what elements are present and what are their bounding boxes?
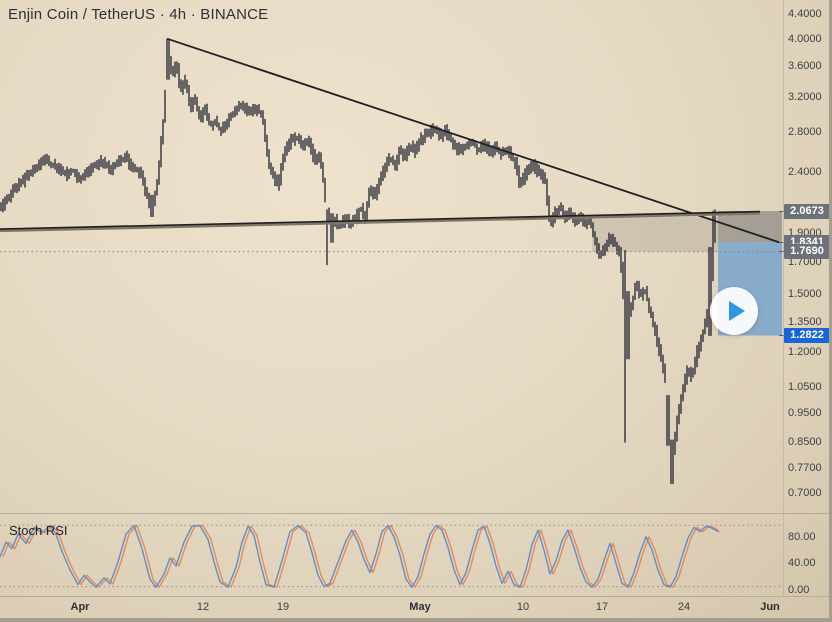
replay-play-button[interactable]: [710, 287, 758, 335]
supply-zone-right[interactable]: [718, 211, 782, 243]
last-price-label: 1.2822: [779, 328, 830, 343]
price-axis-label: 1.0500: [788, 381, 822, 393]
price-axis-label: 3.6000: [788, 60, 822, 72]
descending-trendline[interactable]: [166, 37, 780, 244]
level-price-label: 1.7690: [779, 244, 830, 260]
price-axis-label: 1.5000: [788, 288, 822, 301]
symbol-title: Enjin Coin / TetherUS · 4h · BINANCE: [8, 6, 269, 23]
support-trendline-underlay: [0, 211, 761, 233]
level-price-label: 2.0673: [779, 203, 830, 219]
pane-separator[interactable]: [0, 513, 832, 514]
price-axis-label: 2.8000: [788, 125, 822, 138]
price-axis-separator: [783, 0, 784, 596]
support-trendline[interactable]: [0, 210, 761, 230]
stoch-axis-label: 80.00: [788, 530, 816, 543]
window-edge-right: [829, 0, 832, 622]
stoch-k-line[interactable]: [0, 524, 719, 588]
play-icon: [728, 301, 745, 321]
time-axis-label: 17: [595, 601, 609, 613]
time-axis-label: 12: [196, 601, 210, 613]
time-axis-label: May: [409, 601, 431, 613]
price-axis-label: 1.3500: [788, 315, 822, 328]
stoch-axis-label: 40.00: [788, 556, 816, 569]
price-axis-label: 0.9500: [788, 407, 822, 420]
stoch-axis-label: 0.00: [788, 583, 810, 596]
price-axis-label: 0.8500: [788, 436, 822, 449]
candles-layer[interactable]: [0, 39, 716, 484]
time-axis-label: Jun: [760, 601, 780, 613]
price-axis-label: 3.2000: [788, 90, 822, 103]
price-axis-label: 1.2000: [788, 346, 822, 359]
time-axis-separator: [0, 596, 832, 597]
stoch-d-line[interactable]: [2, 524, 720, 588]
stoch-rsi-label: Stoch RSI: [9, 523, 68, 538]
price-axis-label: 4.4000: [788, 7, 822, 20]
price-axis-label: 2.4000: [788, 165, 822, 178]
time-axis-label: Apr: [70, 601, 90, 613]
price-axis-label: 0.7700: [788, 461, 822, 474]
window-edge-bottom: [0, 618, 832, 622]
price-axis-label: 0.7000: [788, 486, 822, 499]
time-axis-label: 10: [516, 601, 530, 613]
time-axis-label: 24: [677, 601, 691, 613]
time-axis-label: 19: [276, 601, 290, 613]
price-axis-label: 4.0000: [788, 32, 822, 45]
